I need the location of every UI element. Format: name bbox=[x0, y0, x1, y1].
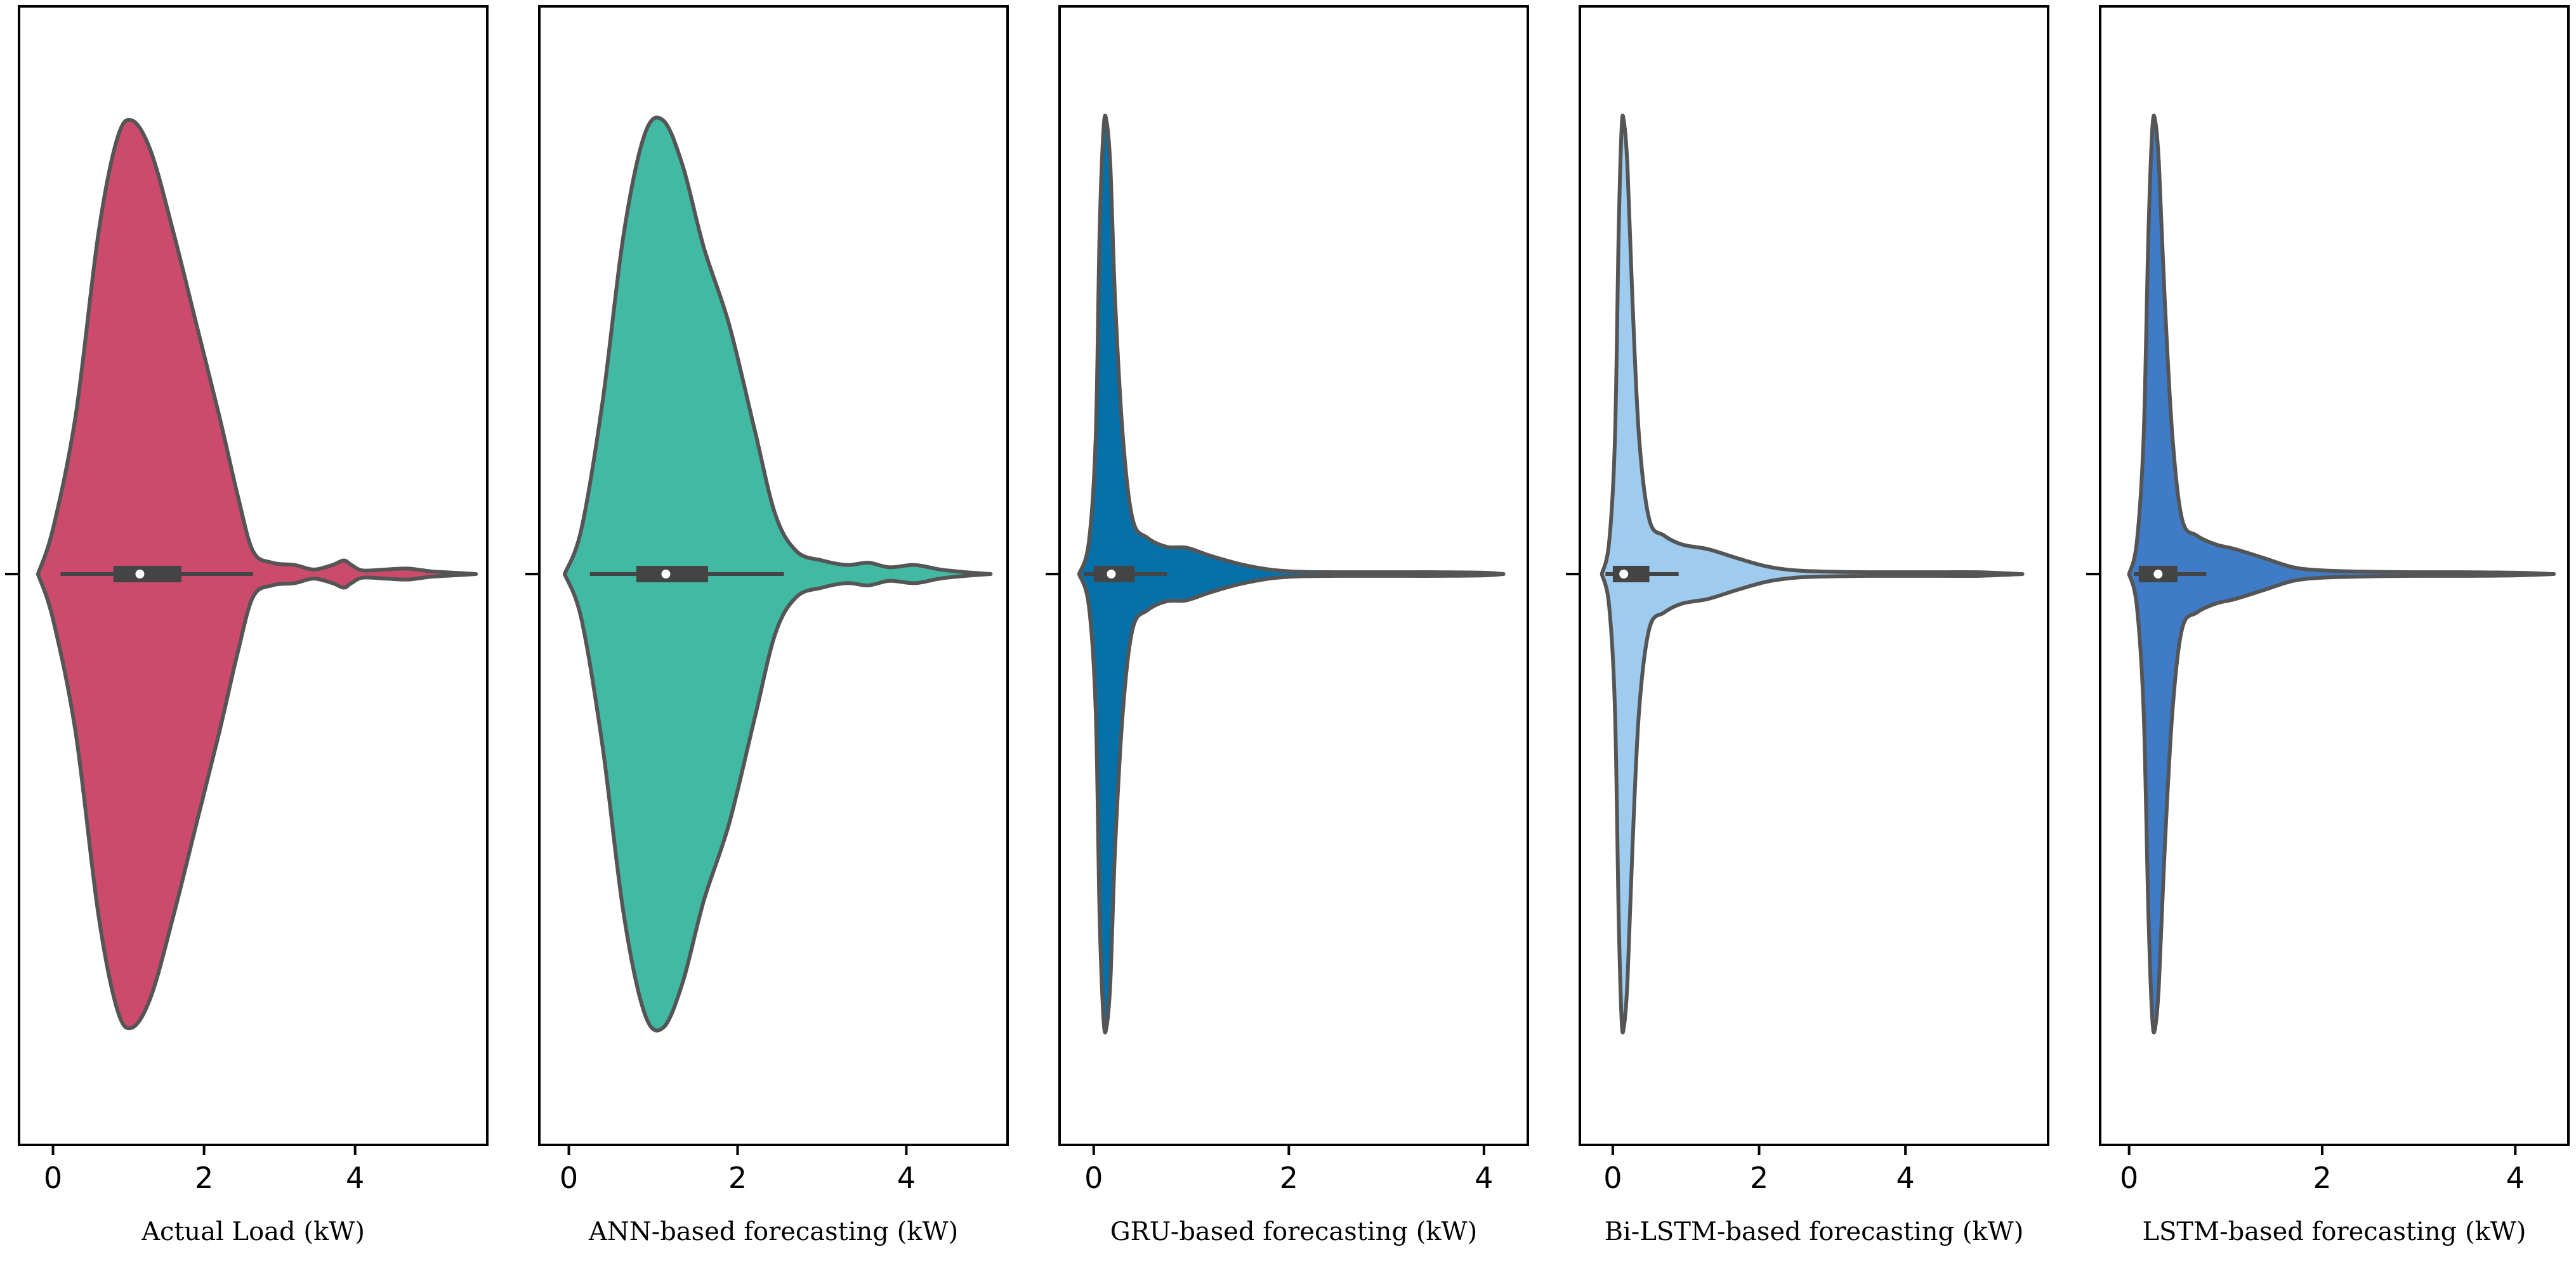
x-tick-label: 0 bbox=[1603, 1161, 1622, 1195]
violin-median-dot bbox=[1619, 570, 1629, 578]
violin-panel-5: 0 2 4 LSTM-based forecasting (kW) bbox=[2086, 5, 2570, 1246]
x-tick-label: 4 bbox=[1896, 1161, 1915, 1195]
axes-frame bbox=[2099, 5, 2570, 1146]
x-tick-label: 0 bbox=[560, 1161, 578, 1195]
x-tick-label: 0 bbox=[44, 1161, 62, 1195]
violin-iqr-box bbox=[1612, 566, 1650, 582]
x-tick-label: 0 bbox=[2120, 1161, 2138, 1195]
axes-frame bbox=[1579, 5, 2049, 1146]
axes-frame bbox=[18, 5, 489, 1146]
violin-body bbox=[1600, 114, 2025, 1035]
x-tick-label: 0 bbox=[1084, 1161, 1103, 1195]
x-tick-label: 4 bbox=[2506, 1161, 2525, 1195]
violin-iqr-box bbox=[636, 566, 708, 582]
x-tick-label: 4 bbox=[897, 1161, 916, 1195]
x-tick-label: 2 bbox=[1280, 1161, 1298, 1195]
x-tick-label: 2 bbox=[1750, 1161, 1768, 1195]
axes-frame bbox=[538, 5, 1009, 1146]
x-tick-label: 4 bbox=[1475, 1161, 1493, 1195]
violin-body bbox=[36, 117, 478, 1031]
violin-panel-3: 0 2 4 GRU-based forecasting (kW) bbox=[1046, 5, 1529, 1246]
violin-panel-1: 0 2 4 Actual Load (kW) bbox=[5, 5, 489, 1246]
violin-panel-4: 0 2 4 Bi-LSTM-based forecasting (kW) bbox=[1566, 5, 2049, 1246]
violin-median-dot bbox=[135, 570, 145, 578]
violin-panel-2: 0 2 4 ANN-based forecasting (kW) bbox=[525, 5, 1009, 1246]
x-axis-label: Actual Load (kW) bbox=[141, 1217, 365, 1246]
x-axis-label: LSTM-based forecasting (kW) bbox=[2142, 1217, 2526, 1246]
x-axis-label: GRU-based forecasting (kW) bbox=[1110, 1217, 1478, 1246]
x-axis-label: Bi-LSTM-based forecasting (kW) bbox=[1605, 1217, 2024, 1246]
x-tick-label: 2 bbox=[195, 1161, 213, 1195]
x-tick-label: 2 bbox=[2313, 1161, 2331, 1195]
violin-median-dot bbox=[661, 570, 671, 578]
violin-iqr-box bbox=[113, 566, 181, 582]
x-tick-label: 2 bbox=[728, 1161, 747, 1195]
axes-frame bbox=[1058, 5, 1529, 1146]
violin-median-dot bbox=[2153, 570, 2163, 578]
violin-body bbox=[2127, 114, 2556, 1035]
violin-median-dot bbox=[1107, 570, 1116, 578]
x-tick-label: 4 bbox=[346, 1161, 364, 1195]
x-axis-label: ANN-based forecasting (kW) bbox=[588, 1217, 958, 1246]
violin-body bbox=[1077, 114, 1506, 1035]
